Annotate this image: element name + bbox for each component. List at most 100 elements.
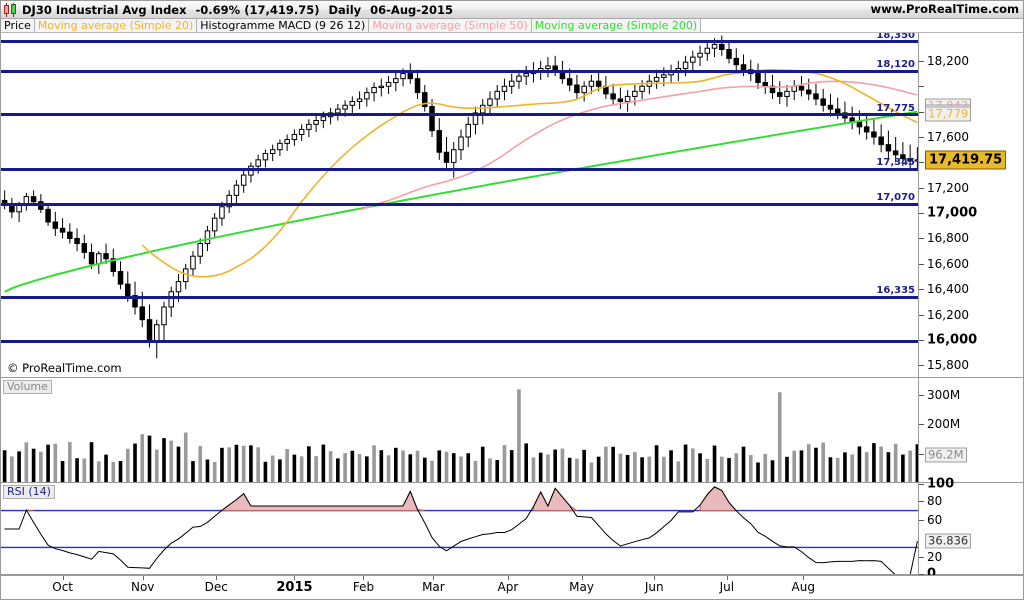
candle	[356, 91, 363, 110]
candle	[719, 35, 725, 56]
support-resistance-line-2[interactable]	[1, 113, 918, 117]
candle	[726, 40, 732, 64]
last-rsi[interactable]: 36.836	[925, 533, 972, 549]
volume-tick-label-1: 200M	[927, 417, 961, 432]
candle	[465, 116, 471, 148]
volume-bar	[589, 462, 594, 482]
candle	[211, 213, 218, 239]
candle	[306, 119, 312, 138]
ma20-value[interactable]: 17,779	[925, 106, 972, 122]
chart-date: 06-Aug-2015	[370, 2, 454, 17]
rsi-tick	[919, 519, 924, 521]
legend-filler	[701, 19, 1023, 32]
volume-bar	[473, 460, 478, 482]
price-tick-label-7: 16,800	[927, 231, 969, 246]
volume-bar	[292, 454, 297, 482]
candle	[646, 74, 653, 94]
volume-bar	[60, 460, 65, 482]
legend-item-2[interactable]: Histogramme MACD (9 26 12)	[197, 19, 370, 32]
volume-bar	[68, 442, 72, 482]
support-resistance-line-4[interactable]	[1, 202, 918, 206]
candle	[545, 57, 551, 78]
volume-bar	[821, 442, 826, 482]
volume-bar	[611, 446, 615, 482]
volume-bar	[198, 446, 203, 482]
candle	[161, 301, 167, 340]
candle	[501, 78, 508, 101]
volume-bar	[814, 447, 818, 482]
volume-bar	[596, 456, 601, 482]
support-resistance-line-5[interactable]	[1, 295, 918, 299]
volume-bar	[466, 453, 471, 482]
price-tick	[919, 137, 924, 138]
volume-tick-label-0: 300M	[927, 388, 961, 403]
price-axis[interactable]: 18,200 17,600 17,200 17,000 16,800 16,600 16,4…	[919, 33, 1023, 378]
candle	[653, 69, 660, 89]
volume-bar	[618, 453, 623, 482]
price-change: -0.69% (17,419.75)	[195, 2, 320, 17]
time-tick	[507, 576, 509, 580]
volume-bar	[401, 450, 405, 482]
volume-bar	[495, 460, 500, 482]
volume-bar	[857, 446, 862, 482]
price-tick	[919, 314, 924, 316]
price-tick	[919, 162, 924, 164]
volume-badge[interactable]: Volume	[3, 380, 52, 394]
rsi-badge[interactable]: RSI (14)	[3, 485, 55, 499]
candle	[110, 248, 117, 277]
legend-item-0[interactable]: Price	[1, 19, 35, 32]
volume-bar	[843, 452, 847, 482]
volume-bar	[24, 442, 29, 482]
time-axis[interactable]: Oct Nov Dec 2015 Feb Mar Apr May Jun Jul Aug	[1, 575, 1023, 596]
volume-bar	[604, 446, 608, 482]
candle	[871, 119, 877, 145]
price-tick	[919, 187, 924, 189]
rsi-tick	[919, 556, 924, 558]
moving-average-line	[4, 110, 918, 293]
volume-bar	[531, 457, 536, 482]
candle	[378, 78, 385, 97]
last-volume[interactable]: 96.2M	[925, 447, 967, 463]
candle	[508, 73, 515, 94]
support-resistance-line-0[interactable]	[1, 40, 918, 44]
volume-bar	[89, 442, 94, 482]
candle	[878, 124, 884, 153]
time-tick	[294, 576, 296, 580]
price-tick-label-5: 17,200	[927, 180, 969, 195]
support-resistance-line-1[interactable]	[1, 69, 918, 73]
rsi-axis[interactable]: 100 80 60 20 0 36.836	[919, 477, 1023, 582]
rsi-plot-area[interactable]: RSI (14)	[1, 483, 919, 575]
volume-bar	[386, 455, 391, 482]
volume-bar	[422, 457, 427, 482]
candle	[371, 82, 377, 102]
price-tick	[919, 60, 924, 62]
legend-item-4[interactable]: Moving average (Simple 200)	[531, 19, 702, 32]
legend-item-1[interactable]: Moving average (Simple 20)	[34, 19, 198, 32]
volume-bar	[234, 444, 239, 482]
candle	[277, 139, 283, 157]
volume-bar	[2, 450, 7, 482]
volume-bar	[408, 454, 413, 482]
candle	[255, 154, 261, 174]
price-plot-area[interactable]: © ProRealTime.com 18,350 18,120 17,775 17,3…	[1, 33, 919, 378]
candle	[182, 263, 189, 290]
time-tick-label-2: Dec	[204, 580, 228, 594]
support-resistance-line-3[interactable]	[1, 167, 918, 171]
candle	[458, 129, 464, 160]
candle	[479, 98, 486, 125]
legend-item-3[interactable]: Moving average (Simple 50)	[369, 19, 532, 32]
time-tick-label-3: 2015	[276, 580, 313, 595]
candle	[668, 64, 674, 84]
candle	[248, 162, 254, 183]
volume-bar	[850, 454, 854, 482]
volume-bar	[17, 451, 21, 482]
last-price[interactable]: 17,419.75	[925, 150, 1007, 170]
support-resistance-line-6[interactable]	[1, 340, 918, 344]
candle	[791, 79, 797, 101]
rsi-tick-label-2: 60	[927, 512, 943, 527]
volume-axis[interactable]: 300M 200M 96.2M	[919, 378, 1023, 483]
volume-plot-area[interactable]: Volume	[1, 378, 919, 483]
brand-url: www.ProRealTime.com	[870, 2, 1019, 16]
volume-bar	[683, 444, 688, 482]
price-tick-label-9: 16,400	[927, 282, 969, 297]
